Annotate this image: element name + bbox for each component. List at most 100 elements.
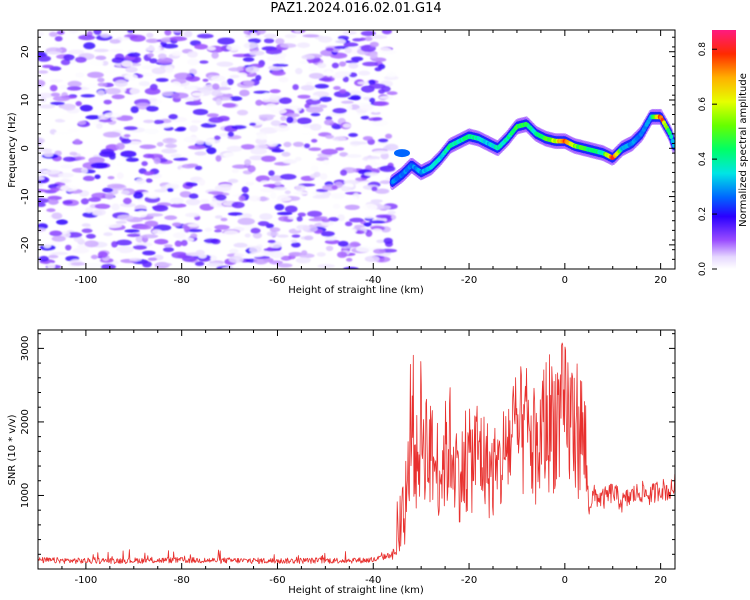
noise-blob — [97, 90, 105, 96]
noise-blob — [60, 164, 74, 169]
noise-blob — [125, 157, 139, 162]
noise-blob — [202, 100, 212, 108]
noise-blob — [257, 221, 270, 227]
noise-blob — [94, 203, 111, 209]
noise-blob — [229, 96, 243, 101]
noise-blob — [245, 66, 260, 73]
noise-blob — [216, 61, 234, 67]
noise-blob — [157, 53, 167, 59]
noise-blob — [70, 262, 86, 266]
snr-x-axis: -100 -80 -60 -40 -20 0 20 — [37, 330, 667, 586]
noise-blob — [359, 37, 366, 41]
noise-blob — [150, 101, 158, 107]
noise-blob — [250, 227, 261, 234]
noise-blob — [174, 240, 183, 247]
noise-blob — [304, 235, 314, 241]
noise-blob — [278, 58, 287, 65]
x-tick-label: 20 — [654, 275, 667, 286]
noise-blob — [94, 174, 101, 180]
noise-blob — [85, 115, 102, 120]
noise-blob — [144, 128, 159, 135]
noise-blob — [207, 46, 216, 51]
noise-blob — [271, 149, 285, 153]
noise-blob — [93, 30, 102, 36]
noise-blob — [112, 250, 121, 258]
noise-blob — [256, 134, 268, 140]
noise-blob — [155, 78, 169, 82]
noise-blob — [195, 140, 205, 145]
noise-blob — [296, 117, 312, 125]
noise-blob — [244, 159, 252, 166]
noise-blob — [244, 233, 251, 238]
noise-blob — [349, 217, 364, 223]
x-tick-label: -20 — [461, 575, 477, 586]
noise-blob — [277, 263, 293, 268]
noise-blob — [88, 156, 105, 164]
y-tick-label: 10 — [20, 94, 31, 107]
noise-blob — [123, 197, 132, 205]
noise-blob — [369, 52, 378, 59]
noise-blob — [173, 232, 186, 239]
noise-blob — [333, 86, 341, 90]
noise-blob — [339, 89, 347, 94]
noise-blob — [220, 217, 228, 222]
noise-blob — [345, 110, 360, 115]
noise-blob — [360, 115, 370, 120]
noise-blob — [385, 143, 399, 151]
noise-blob — [54, 43, 62, 49]
noise-blob — [344, 47, 352, 54]
noise-blob — [203, 248, 210, 252]
noise-blob — [95, 55, 107, 61]
noise-blob — [85, 207, 94, 214]
noise-blob — [286, 116, 294, 124]
noise-blob — [84, 262, 102, 268]
noise-blob — [270, 251, 284, 259]
noise-blob — [120, 190, 130, 195]
noise-blob — [129, 257, 142, 262]
noise-blob — [38, 55, 51, 62]
noise-blob — [38, 202, 46, 207]
noise-blob — [294, 156, 302, 162]
noise-blob — [345, 154, 362, 158]
noise-blob — [227, 131, 235, 137]
page-title: PAZ1.2024.016.02.01.G14 — [270, 1, 442, 16]
noise-blob — [187, 51, 199, 58]
noise-blob — [103, 131, 121, 138]
noise-blob — [131, 44, 143, 49]
noise-blob — [240, 144, 255, 150]
noise-blob — [103, 99, 112, 105]
noise-blob — [136, 210, 148, 218]
noise-blob — [301, 54, 315, 60]
noise-blob — [69, 151, 78, 156]
noise-blob — [211, 89, 224, 97]
noise-blob — [51, 251, 68, 256]
noise-blob — [80, 180, 92, 186]
noise-blob — [327, 256, 336, 262]
noise-blob — [334, 45, 349, 50]
noise-blob — [165, 143, 177, 149]
noise-blob — [270, 120, 282, 127]
noise-blob — [381, 30, 392, 35]
noise-blob — [266, 231, 279, 237]
noise-blob — [362, 61, 379, 67]
noise-blob — [47, 195, 62, 201]
noise-blob — [263, 38, 275, 44]
noise-blob — [147, 257, 158, 261]
noise-blob — [185, 101, 203, 106]
noise-blob — [68, 30, 79, 34]
noise-blob — [339, 61, 347, 67]
noise-blob — [80, 198, 89, 205]
noise-blob — [126, 233, 141, 237]
noise-blob — [274, 181, 282, 186]
noise-blob — [237, 217, 255, 225]
snr-frame — [37, 329, 676, 570]
noise-blob — [171, 251, 188, 259]
noise-blob — [50, 101, 65, 106]
colorbar: 0.0 0.2 0.4 0.6 0.8 Normalized spectral ampl… — [698, 30, 749, 276]
noise-blob — [317, 264, 335, 268]
colorbar-ticks: 0.0 0.2 0.4 0.6 0.8 — [698, 42, 717, 276]
x-tick-label: -20 — [461, 275, 477, 286]
snr-x-label: Height of straight line (km) — [288, 585, 424, 596]
y-tick-label: 20 — [20, 45, 31, 58]
noise-blob — [211, 51, 219, 59]
